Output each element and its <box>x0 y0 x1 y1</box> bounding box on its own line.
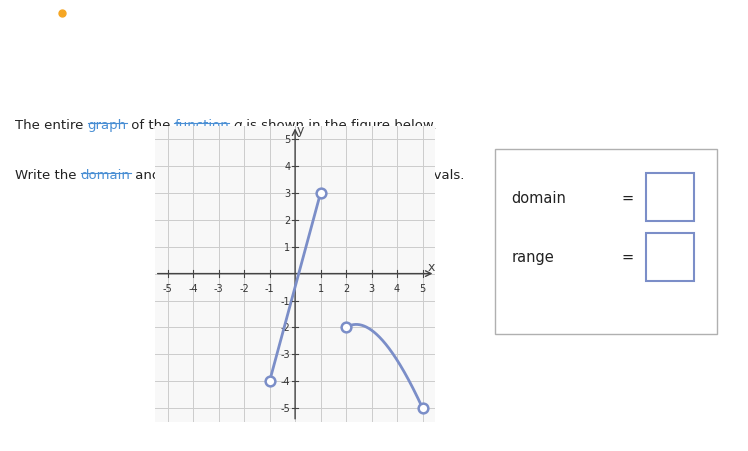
Text: Write the: Write the <box>15 169 81 182</box>
Text: is shown in the figure below.: is shown in the figure below. <box>242 119 436 132</box>
Text: graph: graph <box>88 119 126 132</box>
Text: -3: -3 <box>280 350 290 359</box>
Text: intervals: intervals <box>257 169 314 182</box>
Text: and: and <box>131 169 165 182</box>
Text: =: = <box>622 190 634 205</box>
Text: 3: 3 <box>369 283 375 293</box>
Text: of: of <box>203 169 224 182</box>
Text: 4: 4 <box>394 283 400 293</box>
FancyBboxPatch shape <box>495 150 717 335</box>
Text: -4: -4 <box>280 377 290 387</box>
Text: v: v <box>79 87 87 100</box>
FancyBboxPatch shape <box>646 174 693 221</box>
Text: domain: domain <box>512 190 566 205</box>
Text: GRAPHS AND FUNCTIONS: GRAPHS AND FUNCTIONS <box>75 9 183 18</box>
Text: 3: 3 <box>284 189 290 198</box>
Text: g: g <box>233 119 242 132</box>
Text: g: g <box>224 169 233 182</box>
Text: 2: 2 <box>284 215 290 225</box>
Text: -5: -5 <box>163 283 173 293</box>
Text: Domain and range from the graph of a piecewise function: Domain and range from the graph of a pie… <box>62 43 488 58</box>
Text: unions: unions <box>337 169 381 182</box>
Text: 5: 5 <box>284 135 290 145</box>
Text: -1: -1 <box>280 296 290 306</box>
Text: -5: -5 <box>280 403 290 413</box>
Text: 1: 1 <box>317 283 324 293</box>
Text: of intervals.: of intervals. <box>381 169 464 182</box>
Text: as: as <box>233 169 257 182</box>
Text: or: or <box>314 169 337 182</box>
Text: 1: 1 <box>284 242 290 252</box>
Text: domain: domain <box>81 169 131 182</box>
Text: -1: -1 <box>265 283 275 293</box>
Text: The entire: The entire <box>15 119 88 132</box>
Text: y: y <box>297 124 304 137</box>
Text: -3: -3 <box>214 283 224 293</box>
Text: x: x <box>428 260 435 273</box>
Text: 2: 2 <box>343 283 349 293</box>
Text: range: range <box>165 169 203 182</box>
Text: range: range <box>512 250 554 265</box>
Text: -4: -4 <box>188 283 198 293</box>
Text: -2: -2 <box>239 283 249 293</box>
Text: function: function <box>174 119 229 132</box>
Text: 4: 4 <box>284 161 290 171</box>
Text: =: = <box>622 250 634 265</box>
Text: of the: of the <box>126 119 174 132</box>
Text: 5: 5 <box>420 283 426 293</box>
FancyBboxPatch shape <box>646 233 693 281</box>
Text: -2: -2 <box>280 323 290 333</box>
